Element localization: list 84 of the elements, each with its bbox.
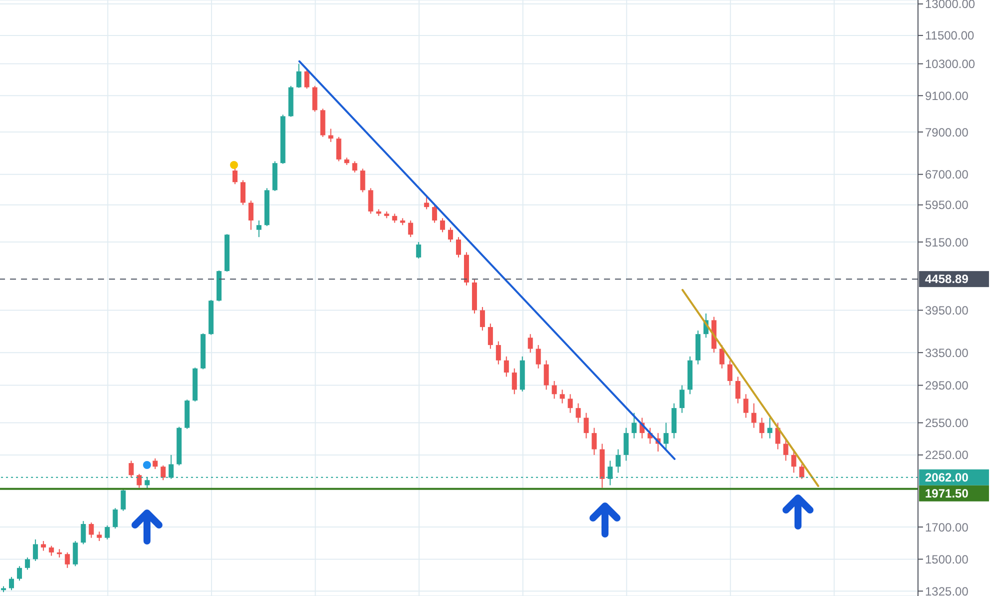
candlestick xyxy=(448,226,454,243)
candlestick xyxy=(424,196,430,210)
candlestick xyxy=(719,344,724,369)
y-tick-label: 6700.00 xyxy=(925,168,969,182)
candlestick xyxy=(48,545,54,556)
candlestick xyxy=(552,380,557,400)
candlestick xyxy=(759,417,764,439)
candlestick xyxy=(743,394,748,418)
candlestick xyxy=(304,68,310,90)
y-tick-label: 2550.00 xyxy=(925,416,969,430)
candlestick xyxy=(512,368,517,395)
candlestick xyxy=(296,63,302,88)
candlestick xyxy=(528,334,533,354)
candlestick xyxy=(352,160,358,173)
y-tick-label: 10300.00 xyxy=(925,57,976,72)
candlestick xyxy=(312,85,318,112)
candlestick xyxy=(440,218,446,233)
candlestick xyxy=(72,540,78,567)
candlestick xyxy=(40,540,46,552)
y-tick-label: 5150.00 xyxy=(925,235,969,250)
candlestick xyxy=(120,488,126,512)
candlestick xyxy=(136,473,142,488)
candlestick xyxy=(328,128,334,142)
candlestick xyxy=(248,200,254,230)
y-tick-label: 1700.00 xyxy=(925,520,969,534)
candlestick xyxy=(128,460,134,478)
candlestick xyxy=(576,402,581,424)
candlestick xyxy=(456,236,462,258)
candlestick xyxy=(88,522,94,538)
candlestick xyxy=(240,180,246,206)
y-tick-label: 3350.00 xyxy=(925,346,969,360)
candlestick xyxy=(496,340,501,365)
candlestick xyxy=(368,188,374,214)
candlestick xyxy=(152,458,158,470)
candlestick xyxy=(408,220,414,238)
candlestick xyxy=(16,566,22,582)
ref-line-label: 4458.89 xyxy=(925,272,969,286)
ref-line-label: 1971.50 xyxy=(925,486,969,500)
y-tick-label: 13000.00 xyxy=(925,0,976,12)
y-tick-label: 3950.00 xyxy=(925,303,969,318)
candlestick xyxy=(80,520,86,545)
y-tick-label: 2250.00 xyxy=(925,448,969,462)
candlestick xyxy=(112,508,118,530)
ref-line-label: 2062.00 xyxy=(925,470,969,484)
candlestick xyxy=(680,384,685,414)
candlestick xyxy=(767,417,772,439)
candlestick xyxy=(432,204,438,224)
candlestick xyxy=(735,376,740,404)
candlestick xyxy=(392,213,398,224)
candlestick xyxy=(584,412,589,439)
candlestick xyxy=(160,464,166,481)
candlestick xyxy=(8,576,14,591)
candlestick xyxy=(727,360,732,386)
y-tick-label: 11500.00 xyxy=(925,28,974,43)
candlestick xyxy=(96,531,102,542)
candlestick xyxy=(664,422,669,450)
candlestick xyxy=(536,344,541,369)
y-tick-label: 5950.00 xyxy=(925,198,969,212)
candlestick xyxy=(568,394,573,414)
candlestick xyxy=(775,422,780,450)
candlestick xyxy=(104,525,110,540)
y-tick-label: 2950.00 xyxy=(925,378,969,393)
candlestick xyxy=(632,412,637,439)
candlestick xyxy=(488,323,493,350)
candlestick xyxy=(336,136,342,162)
y-tick-label: 9100.00 xyxy=(925,88,969,103)
candlestick xyxy=(24,556,30,570)
candlestick xyxy=(624,427,629,462)
candlestick xyxy=(256,220,262,238)
candlestick xyxy=(560,389,565,404)
candlestick xyxy=(64,552,70,568)
candlestick xyxy=(799,464,804,480)
candlestick xyxy=(32,538,38,562)
candlestick xyxy=(544,360,549,390)
candlestick xyxy=(360,168,366,193)
candlestick xyxy=(592,427,597,456)
candlestick xyxy=(751,402,756,428)
candlestick xyxy=(416,242,422,260)
y-tick-label: 7900.00 xyxy=(925,125,969,140)
candlestick xyxy=(504,356,509,378)
candlestick xyxy=(616,448,621,474)
y-tick-label: 1325.00 xyxy=(925,584,969,596)
y-tick-label: 1500.00 xyxy=(925,552,969,566)
candlestick xyxy=(480,306,485,332)
